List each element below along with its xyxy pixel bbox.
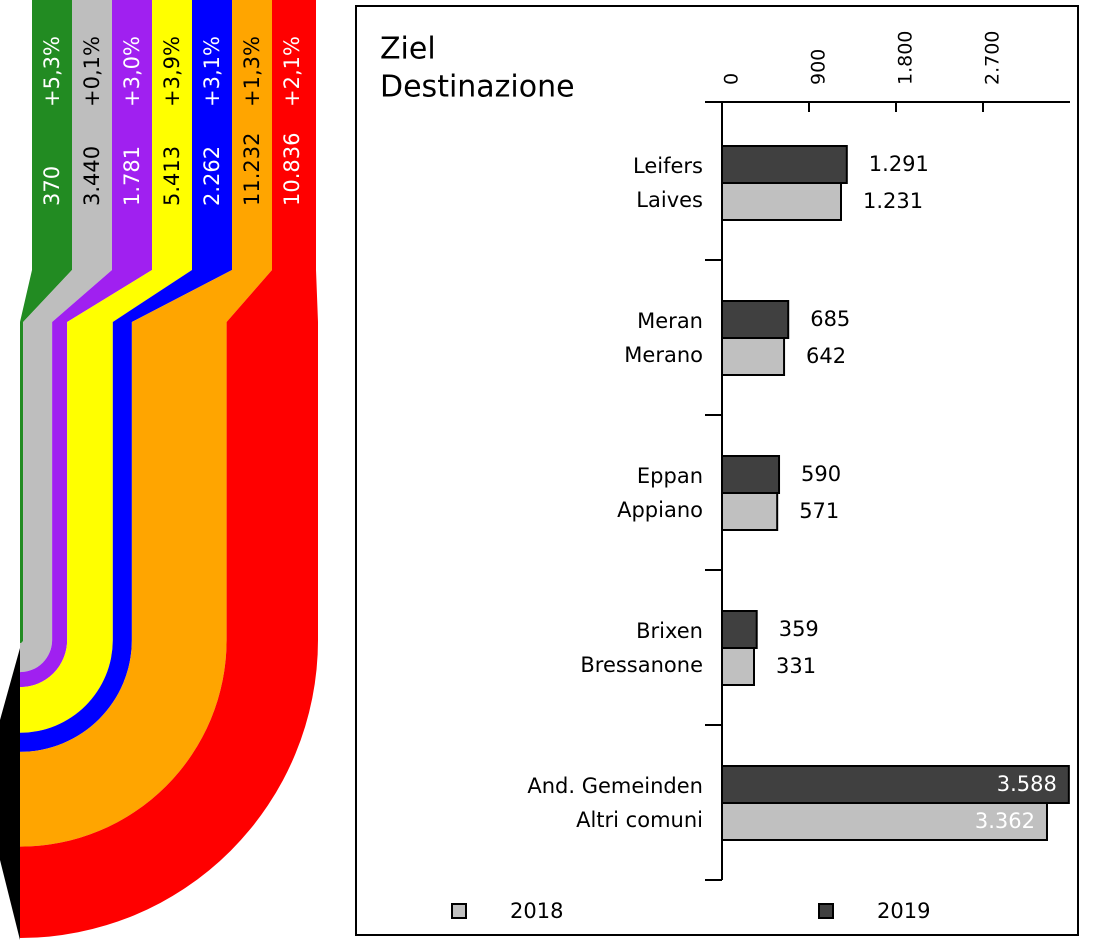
category-label: Meran xyxy=(637,309,703,333)
category-label: Brixen xyxy=(636,619,703,643)
arrow-head xyxy=(0,648,20,940)
category-label: Altri comuni xyxy=(576,808,703,832)
flow-change: +0,1% xyxy=(80,36,104,107)
flow-value: 10.836 xyxy=(280,133,304,206)
chart-frame xyxy=(355,5,1079,936)
flow-change: +5,3% xyxy=(40,36,64,107)
x-tick-label: 2.700 xyxy=(982,31,1004,85)
category-label: And. Gemeinden xyxy=(527,774,703,798)
flow-value: 5.413 xyxy=(160,146,184,206)
bar xyxy=(721,337,786,376)
flow-value: 11.232 xyxy=(240,133,264,206)
category-label: Laives xyxy=(636,188,703,212)
category-label: Leifers xyxy=(633,154,703,178)
value-label: 331 xyxy=(776,654,816,678)
legend-swatch xyxy=(818,903,834,919)
value-label: 3.362 xyxy=(975,809,1035,833)
bar xyxy=(721,610,758,649)
flow-change: +3,1% xyxy=(200,36,224,107)
flow-change: +1,3% xyxy=(240,36,264,107)
flow-band xyxy=(20,0,152,688)
category-label: Bressanone xyxy=(580,653,703,677)
bar xyxy=(721,492,779,531)
chart-title: Ziel xyxy=(380,32,436,67)
flow-band xyxy=(20,0,272,847)
category-label: Eppan xyxy=(637,464,703,488)
bar xyxy=(721,300,790,339)
value-label: 685 xyxy=(810,307,850,331)
flow-change: +2,1% xyxy=(280,36,304,107)
bar xyxy=(721,647,755,686)
value-label: 590 xyxy=(801,462,841,486)
flow-value: 3.440 xyxy=(80,146,104,206)
flow-change: +3,0% xyxy=(120,36,144,107)
value-label: 1.231 xyxy=(863,189,923,213)
x-tick-label: 0 xyxy=(721,73,743,85)
legend-label: 2018 xyxy=(510,899,563,923)
bar xyxy=(721,182,842,221)
flow-value: 370 xyxy=(40,166,64,206)
category-label: Merano xyxy=(624,343,703,367)
bar xyxy=(721,455,781,494)
value-label: 1.291 xyxy=(869,152,929,176)
flow-band xyxy=(20,0,318,938)
value-label: 571 xyxy=(799,499,839,523)
flow-change: +3,9% xyxy=(160,36,184,107)
flow-band xyxy=(20,0,72,644)
x-tick-label: 1.800 xyxy=(895,31,917,85)
flow-band xyxy=(20,0,232,752)
flow-band xyxy=(20,0,192,733)
value-label: 642 xyxy=(806,344,846,368)
flow-value: 1.781 xyxy=(120,146,144,206)
x-tick-label: 900 xyxy=(808,49,830,85)
bar xyxy=(721,802,1048,841)
category-label: Appiano xyxy=(617,498,703,522)
bar xyxy=(721,145,848,184)
value-label: 359 xyxy=(779,617,819,641)
legend-swatch xyxy=(451,903,467,919)
value-label: 3.588 xyxy=(997,772,1057,796)
flow-band xyxy=(20,0,112,673)
chart-title: Destinazione xyxy=(380,70,575,105)
legend-label: 2019 xyxy=(877,899,930,923)
flow-value: 2.262 xyxy=(200,146,224,206)
